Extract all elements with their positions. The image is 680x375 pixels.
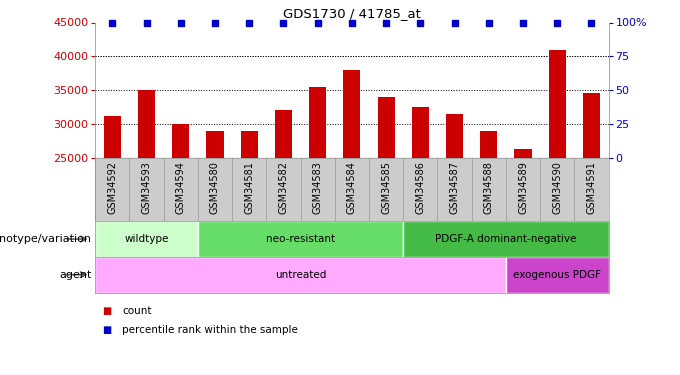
Text: GSM34586: GSM34586 [415, 161, 426, 214]
Text: GSM34592: GSM34592 [107, 161, 118, 214]
Text: GSM34591: GSM34591 [586, 161, 596, 214]
Text: GSM34582: GSM34582 [278, 161, 288, 214]
Bar [95, 257, 506, 292]
Text: untreated: untreated [275, 270, 326, 280]
Text: genotype/variation: genotype/variation [0, 234, 92, 244]
Text: GSM34583: GSM34583 [313, 161, 323, 214]
Bar [446, 114, 463, 158]
Bar [480, 130, 497, 158]
Text: PDGF-A dominant-negative: PDGF-A dominant-negative [435, 234, 577, 244]
Text: GSM34589: GSM34589 [518, 161, 528, 214]
Text: exogenous PDGF: exogenous PDGF [513, 270, 601, 280]
Bar [275, 110, 292, 158]
Bar [403, 221, 609, 257]
Text: GSM34588: GSM34588 [483, 161, 494, 214]
Bar [207, 130, 224, 158]
Text: GSM34584: GSM34584 [347, 161, 357, 214]
Text: ■: ■ [102, 325, 112, 335]
Text: count: count [122, 306, 152, 316]
Bar [343, 70, 360, 158]
Text: GSM34594: GSM34594 [175, 161, 186, 214]
Bar [95, 221, 198, 257]
Bar [515, 149, 532, 158]
Bar [506, 257, 609, 292]
Text: agent: agent [59, 270, 92, 280]
Bar [104, 116, 121, 158]
Bar [172, 124, 189, 158]
Text: GSM34581: GSM34581 [244, 161, 254, 214]
Text: GSM34585: GSM34585 [381, 161, 391, 214]
Bar [138, 90, 155, 158]
Bar [412, 107, 429, 158]
Text: GSM34580: GSM34580 [210, 161, 220, 214]
Bar [241, 130, 258, 158]
Text: GSM34590: GSM34590 [552, 161, 562, 214]
Bar [309, 87, 326, 158]
Bar [198, 221, 403, 257]
Bar [583, 93, 600, 158]
Text: neo-resistant: neo-resistant [266, 234, 335, 244]
Text: GSM34593: GSM34593 [141, 161, 152, 214]
Text: percentile rank within the sample: percentile rank within the sample [122, 325, 299, 335]
Bar [549, 50, 566, 158]
Text: wildtype: wildtype [124, 234, 169, 244]
Text: GSM34587: GSM34587 [449, 161, 460, 214]
Title: GDS1730 / 41785_at: GDS1730 / 41785_at [283, 7, 421, 20]
Text: ■: ■ [102, 306, 112, 316]
Bar [377, 97, 394, 158]
